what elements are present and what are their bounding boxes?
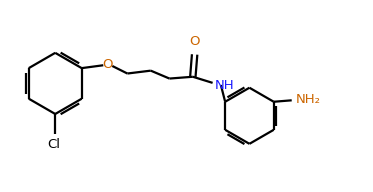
Text: NH₂: NH₂ xyxy=(296,94,321,106)
Text: O: O xyxy=(189,35,200,48)
Text: O: O xyxy=(102,58,113,71)
Text: NH: NH xyxy=(214,79,234,92)
Text: Cl: Cl xyxy=(47,138,60,151)
